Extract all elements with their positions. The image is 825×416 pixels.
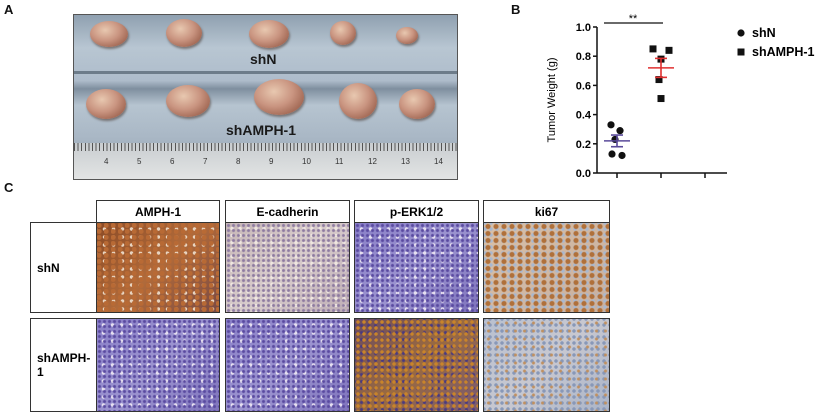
legend-marker — [737, 48, 745, 56]
panel-label-a: A — [4, 2, 14, 17]
panel-label-b: B — [511, 2, 521, 17]
tumor-photo: shN shAMPH-1 4 5 6 7 8 9 10 11 12 13 14 — [73, 14, 458, 180]
tumor — [330, 21, 356, 45]
y-tick-label: 0.4 — [576, 110, 592, 122]
ihc-image — [483, 318, 610, 412]
tumor — [166, 19, 202, 47]
ruler-number: 8 — [236, 157, 241, 166]
ruler-number: 14 — [434, 157, 443, 166]
ihc-image — [354, 222, 479, 313]
significance-label: ** — [629, 13, 638, 25]
tumor — [254, 79, 304, 115]
row-label: shAMPH-1 — [30, 318, 97, 412]
ruler-number: 11 — [335, 157, 344, 166]
photo-label-shn: shN — [250, 51, 277, 67]
row-label: shN — [30, 222, 97, 313]
column-header: ki67 — [483, 200, 610, 223]
tumor — [339, 83, 377, 119]
data-point — [616, 127, 624, 135]
tumor — [249, 20, 289, 48]
ruler-number: 10 — [302, 157, 311, 166]
ruler-number: 6 — [170, 157, 175, 166]
data-point — [608, 150, 616, 158]
y-tick-label: 0.6 — [576, 80, 591, 92]
y-tick-label: 0.0 — [576, 168, 591, 180]
panel-label-c: C — [4, 180, 14, 195]
data-point — [655, 76, 663, 84]
data-point — [649, 45, 657, 53]
tumor — [86, 89, 126, 119]
photo-divider — [74, 71, 457, 74]
ihc-image — [96, 222, 220, 313]
y-axis-label: Tumor Weight (g) — [546, 58, 558, 143]
ihc-image — [354, 318, 479, 412]
data-point — [607, 121, 615, 129]
photo-label-shamph: shAMPH-1 — [226, 122, 297, 138]
ruler: 4 5 6 7 8 9 10 11 12 13 14 — [74, 143, 457, 179]
y-tick-label: 1.0 — [576, 22, 591, 34]
y-tick-label: 0.8 — [576, 51, 591, 63]
data-point — [665, 46, 673, 54]
legend-marker — [737, 29, 745, 37]
data-point — [657, 95, 665, 103]
tumor-weight-chart: 0.0 0.2 0.4 0.6 0.8 1.0 Tumor Weight (g) ** shN s… — [546, 13, 815, 180]
ruler-number: 4 — [104, 157, 109, 166]
column-header: E-cadherin — [225, 200, 350, 223]
ruler-number: 13 — [401, 157, 410, 166]
legend-label: shAMPH-1 — [752, 45, 815, 59]
column-header: AMPH-1 — [96, 200, 220, 223]
y-tick-label: 0.2 — [576, 139, 591, 151]
tumor — [396, 27, 418, 44]
data-point — [618, 151, 626, 160]
ruler-number: 12 — [368, 157, 377, 166]
ihc-image — [96, 318, 220, 412]
tumor — [90, 21, 128, 47]
tumor — [166, 85, 210, 117]
ruler-number: 9 — [269, 157, 274, 166]
ruler-number: 5 — [137, 157, 142, 166]
ihc-image — [225, 318, 350, 412]
legend-label: shN — [752, 26, 776, 40]
ihc-image — [483, 222, 610, 313]
column-header: p-ERK1/2 — [354, 200, 479, 223]
ihc-image — [225, 222, 350, 313]
tumor — [399, 89, 435, 119]
ruler-number: 7 — [203, 157, 208, 166]
